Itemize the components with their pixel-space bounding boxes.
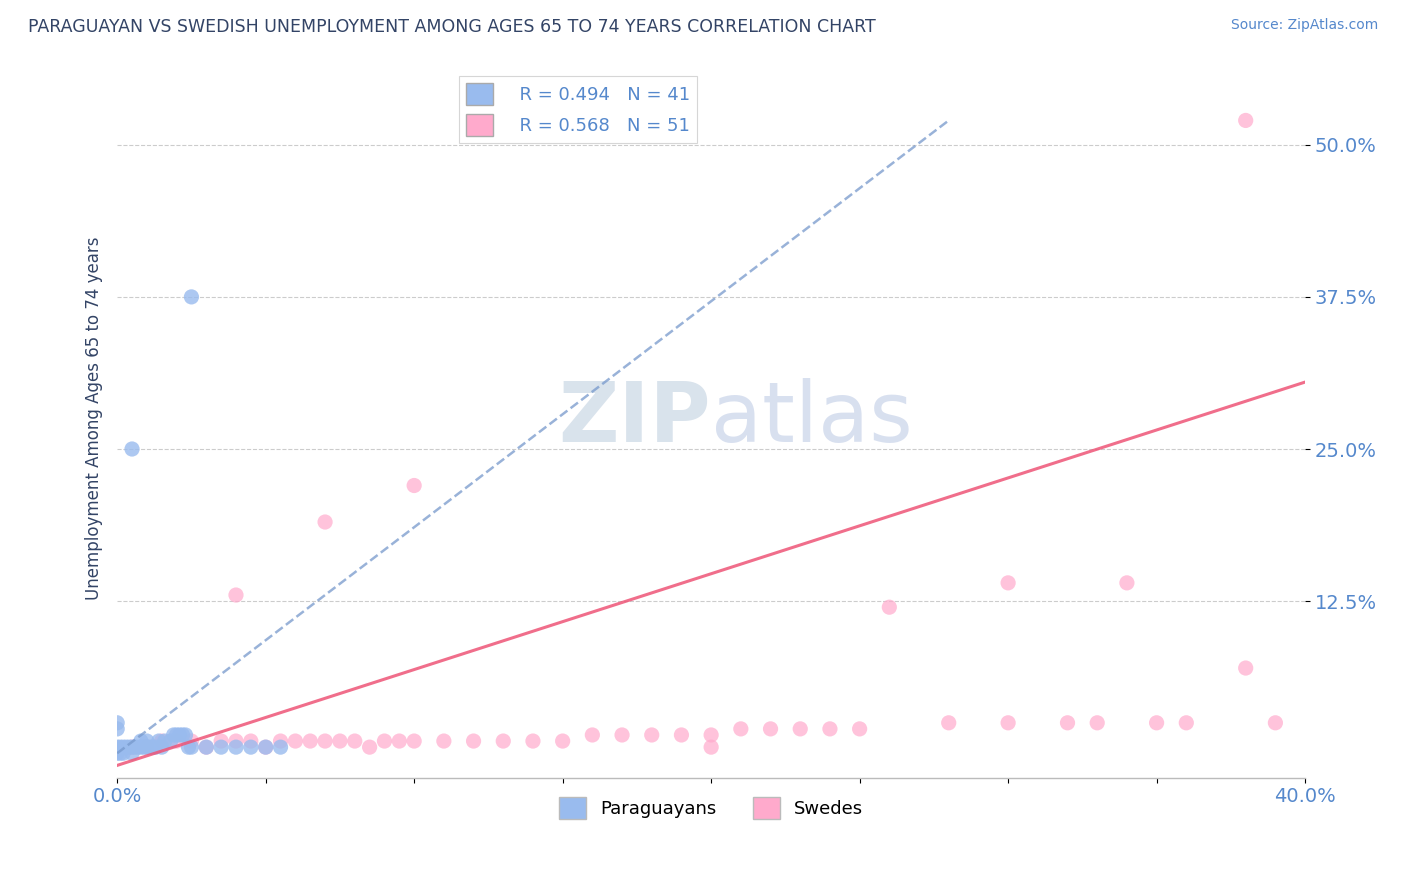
Point bbox=[1175, 715, 1198, 730]
Point bbox=[581, 728, 603, 742]
Point bbox=[314, 515, 336, 529]
Point bbox=[997, 715, 1019, 730]
Point bbox=[180, 734, 202, 748]
Point bbox=[150, 740, 173, 755]
Point bbox=[463, 734, 485, 748]
Point bbox=[1115, 575, 1137, 590]
Point bbox=[112, 740, 135, 755]
Point bbox=[105, 722, 128, 736]
Point bbox=[177, 740, 200, 755]
Point bbox=[848, 722, 870, 736]
Point bbox=[105, 715, 128, 730]
Point bbox=[118, 740, 141, 755]
Point bbox=[671, 728, 693, 742]
Text: ZIP: ZIP bbox=[558, 378, 711, 459]
Point bbox=[373, 734, 395, 748]
Point bbox=[174, 728, 197, 742]
Point bbox=[121, 746, 143, 760]
Point bbox=[121, 740, 143, 755]
Point bbox=[180, 740, 202, 755]
Point bbox=[522, 734, 544, 748]
Text: Source: ZipAtlas.com: Source: ZipAtlas.com bbox=[1230, 18, 1378, 32]
Legend: Paraguayans, Swedes: Paraguayans, Swedes bbox=[551, 789, 870, 826]
Point bbox=[105, 740, 128, 755]
Point bbox=[938, 715, 960, 730]
Point bbox=[388, 734, 411, 748]
Point bbox=[129, 740, 152, 755]
Point bbox=[180, 290, 202, 304]
Point bbox=[551, 734, 574, 748]
Point bbox=[284, 734, 307, 748]
Point bbox=[1056, 715, 1078, 730]
Point bbox=[759, 722, 782, 736]
Point bbox=[254, 740, 277, 755]
Point bbox=[314, 734, 336, 748]
Point bbox=[105, 746, 128, 760]
Point bbox=[195, 740, 218, 755]
Point bbox=[343, 734, 366, 748]
Point bbox=[1146, 715, 1168, 730]
Point bbox=[239, 734, 262, 748]
Point bbox=[997, 575, 1019, 590]
Point bbox=[112, 746, 135, 760]
Point bbox=[270, 740, 292, 755]
Point bbox=[225, 740, 247, 755]
Point bbox=[124, 740, 146, 755]
Point bbox=[195, 740, 218, 755]
Point bbox=[730, 722, 752, 736]
Point bbox=[610, 728, 633, 742]
Point bbox=[492, 734, 515, 748]
Point bbox=[169, 728, 191, 742]
Point bbox=[1234, 113, 1257, 128]
Point bbox=[166, 734, 188, 748]
Point bbox=[108, 740, 131, 755]
Point bbox=[329, 734, 352, 748]
Point bbox=[1234, 661, 1257, 675]
Point bbox=[700, 728, 723, 742]
Point bbox=[404, 734, 426, 748]
Point bbox=[132, 740, 155, 755]
Point bbox=[299, 734, 322, 748]
Text: PARAGUAYAN VS SWEDISH UNEMPLOYMENT AMONG AGES 65 TO 74 YEARS CORRELATION CHART: PARAGUAYAN VS SWEDISH UNEMPLOYMENT AMONG… bbox=[28, 18, 876, 36]
Point bbox=[209, 740, 232, 755]
Point bbox=[127, 740, 149, 755]
Point bbox=[142, 740, 165, 755]
Point bbox=[166, 728, 188, 742]
Y-axis label: Unemployment Among Ages 65 to 74 years: Unemployment Among Ages 65 to 74 years bbox=[86, 237, 103, 600]
Point bbox=[209, 734, 232, 748]
Text: atlas: atlas bbox=[711, 378, 912, 459]
Point bbox=[225, 734, 247, 748]
Point bbox=[254, 740, 277, 755]
Point bbox=[1264, 715, 1286, 730]
Point bbox=[172, 728, 194, 742]
Point bbox=[404, 478, 426, 492]
Point bbox=[789, 722, 811, 736]
Point bbox=[135, 734, 157, 748]
Point bbox=[139, 740, 162, 755]
Point bbox=[108, 746, 131, 760]
Point bbox=[153, 734, 176, 748]
Point bbox=[162, 728, 184, 742]
Point bbox=[641, 728, 664, 742]
Point bbox=[121, 740, 143, 755]
Point bbox=[270, 734, 292, 748]
Point bbox=[159, 734, 181, 748]
Point bbox=[359, 740, 381, 755]
Point bbox=[879, 600, 901, 615]
Point bbox=[145, 740, 167, 755]
Point bbox=[1085, 715, 1108, 730]
Point bbox=[433, 734, 456, 748]
Point bbox=[700, 740, 723, 755]
Point bbox=[225, 588, 247, 602]
Point bbox=[150, 734, 173, 748]
Point bbox=[135, 740, 157, 755]
Point bbox=[129, 734, 152, 748]
Point bbox=[135, 740, 157, 755]
Point bbox=[239, 740, 262, 755]
Point bbox=[115, 740, 138, 755]
Point bbox=[121, 442, 143, 456]
Point bbox=[818, 722, 841, 736]
Point bbox=[148, 734, 170, 748]
